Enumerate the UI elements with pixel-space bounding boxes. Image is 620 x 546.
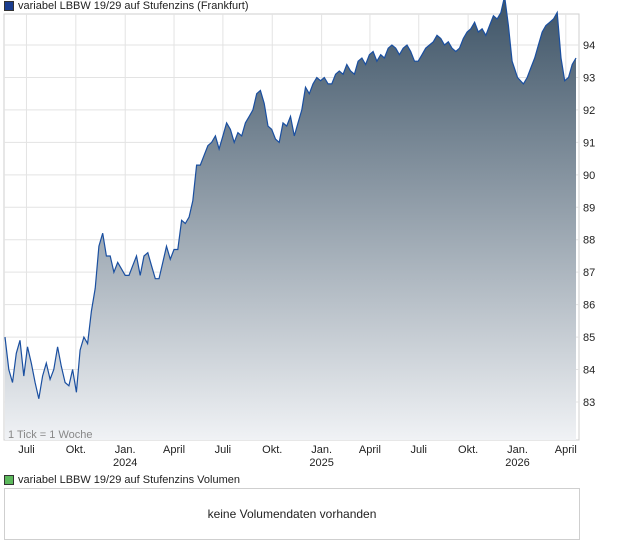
price-legend: variabel LBBW 19/29 auf Stufenzins (Fran… — [4, 0, 249, 12]
x-tick-label: Okt. — [66, 444, 86, 456]
volume-legend-label: variabel LBBW 19/29 auf Stufenzins Volum… — [18, 474, 240, 486]
x-tick-label: April — [359, 444, 381, 456]
x-tick-label: Okt. — [458, 444, 478, 456]
x-tick-label: Juli — [18, 444, 35, 456]
x-tick-label: Juli — [411, 444, 428, 456]
x-tick-year: 2026 — [505, 457, 529, 469]
y-tick-label: 91 — [583, 137, 595, 149]
volume-message: keine Volumendaten vorhanden — [207, 507, 377, 521]
x-tick-label: Okt. — [262, 444, 282, 456]
price-line — [4, 0, 577, 399]
x-tick-label: April — [163, 444, 185, 456]
price-legend-swatch — [4, 1, 14, 11]
y-tick-label: 84 — [583, 365, 595, 377]
x-tick-year: 2025 — [309, 457, 333, 469]
x-tick-year: 2024 — [113, 457, 137, 469]
price-legend-label: variabel LBBW 19/29 auf Stufenzins (Fran… — [18, 0, 249, 12]
price-area — [5, 0, 576, 440]
x-tick-label: Jan. — [115, 444, 136, 456]
volume-legend: variabel LBBW 19/29 auf Stufenzins Volum… — [4, 474, 240, 486]
y-tick-label: 94 — [583, 40, 595, 52]
y-tick-label: 85 — [583, 332, 595, 344]
y-tick-label: 89 — [583, 202, 595, 214]
x-tick-label: Jan. — [507, 444, 528, 456]
y-tick-label: 83 — [583, 397, 595, 409]
volume-chart: keine Volumendaten vorhanden — [4, 488, 580, 540]
x-tick-label: Juli — [215, 444, 232, 456]
y-tick-label: 92 — [583, 105, 595, 117]
y-tick-label: 90 — [583, 170, 595, 182]
x-tick-label: Jan. — [311, 444, 332, 456]
price-chart: Akt838485868788899091929394JuliOkt.Jan.2… — [3, 0, 595, 469]
y-tick-label: 86 — [583, 300, 595, 312]
y-tick-label: 87 — [583, 267, 595, 279]
x-tick-label: April — [555, 444, 577, 456]
tick-note: 1 Tick = 1 Woche — [8, 429, 92, 441]
volume-legend-swatch — [4, 475, 14, 485]
y-tick-label: 93 — [583, 72, 595, 84]
y-tick-label: 88 — [583, 235, 595, 247]
